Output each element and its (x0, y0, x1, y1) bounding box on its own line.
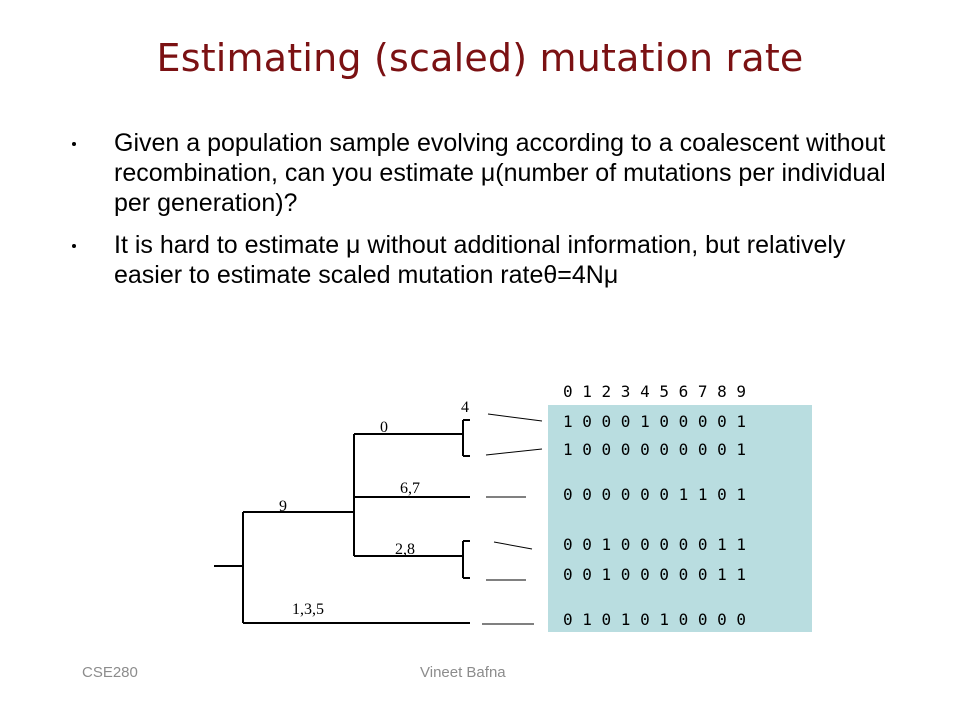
branch-label: 2,8 (395, 541, 415, 558)
matrix-row: 0 0 1 0 0 0 0 0 1 1 (563, 565, 746, 584)
matrix-row: 0 1 0 1 0 1 0 0 0 0 (563, 610, 746, 629)
bullet-dot-icon (72, 244, 76, 248)
branch-label: 4 (461, 399, 469, 416)
branch-label: 6,7 (400, 480, 420, 497)
leaf-connectors (482, 413, 543, 625)
bullet-text: It is hard to estimate μ without additio… (114, 231, 846, 289)
bullet-item: Given a population sample evolving accor… (72, 128, 892, 218)
matrix-row: 0 0 0 0 0 0 1 1 0 1 (563, 485, 746, 504)
footer-course: CSE280 (82, 664, 138, 681)
connector-line (485, 448, 543, 456)
bullet-list: Given a population sample evolving accor… (72, 128, 892, 302)
connector-line (493, 541, 533, 550)
matrix-row: 1 0 0 0 0 0 0 0 0 1 (563, 440, 746, 459)
column-header: 0 1 2 3 4 5 6 7 8 9 (563, 382, 746, 401)
footer-author: Vineet Bafna (420, 664, 506, 681)
matrix-row: 1 0 0 0 1 0 0 0 0 1 (563, 412, 746, 431)
connector-line (487, 413, 543, 422)
bullet-text: Given a population sample evolving accor… (114, 129, 886, 217)
branch-label: 1,3,5 (292, 601, 324, 618)
slide-title: Estimating (scaled) mutation rate (156, 36, 804, 80)
branch-label: 0 (380, 419, 388, 436)
matrix-row: 0 0 1 0 0 0 0 0 1 1 (563, 535, 746, 554)
haplotype-matrix-background (548, 405, 812, 632)
tree-branches (214, 419, 470, 624)
bullet-dot-icon (72, 142, 76, 146)
bullet-item: It is hard to estimate μ without additio… (72, 230, 892, 290)
branch-label: 9 (279, 498, 287, 515)
